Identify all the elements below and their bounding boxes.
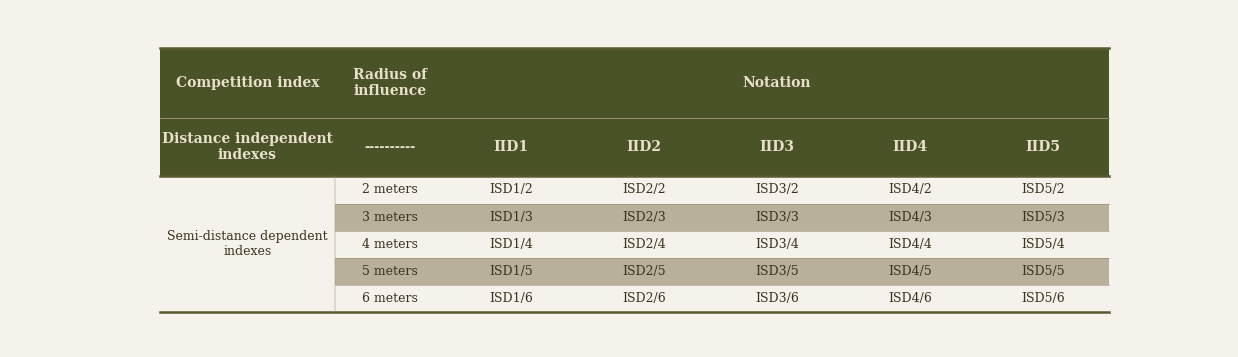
Text: 4 meters: 4 meters: [361, 238, 417, 251]
Text: ISD4/6: ISD4/6: [888, 292, 932, 305]
Bar: [160, 118, 1109, 176]
Text: IID4: IID4: [893, 140, 927, 154]
Text: ISD3/3: ISD3/3: [755, 211, 799, 223]
Text: ISD4/4: ISD4/4: [888, 238, 932, 251]
Text: IID1: IID1: [494, 140, 529, 154]
Text: ISD4/2: ISD4/2: [888, 183, 932, 196]
Text: ISD2/2: ISD2/2: [623, 183, 666, 196]
Text: ISD2/4: ISD2/4: [623, 238, 666, 251]
Bar: [335, 285, 1109, 312]
Text: 2 meters: 2 meters: [361, 183, 417, 196]
Text: ISD1/2: ISD1/2: [489, 183, 532, 196]
Text: Notation: Notation: [743, 76, 811, 90]
Text: IID2: IID2: [626, 140, 661, 154]
Text: 6 meters: 6 meters: [361, 292, 417, 305]
Text: ISD5/4: ISD5/4: [1021, 238, 1065, 251]
Text: ISD4/3: ISD4/3: [888, 211, 932, 223]
Text: ISD1/6: ISD1/6: [489, 292, 532, 305]
Text: IID3: IID3: [759, 140, 795, 154]
Text: ISD2/5: ISD2/5: [623, 265, 666, 278]
Text: IID5: IID5: [1025, 140, 1061, 154]
Text: ISD5/3: ISD5/3: [1021, 211, 1065, 223]
Text: ISD5/2: ISD5/2: [1021, 183, 1065, 196]
Text: ISD2/3: ISD2/3: [623, 211, 666, 223]
Text: ISD1/5: ISD1/5: [489, 265, 532, 278]
Text: 3 meters: 3 meters: [361, 211, 417, 223]
Bar: [335, 258, 1109, 285]
Text: ISD1/3: ISD1/3: [489, 211, 532, 223]
Text: ISD3/5: ISD3/5: [755, 265, 799, 278]
Text: ISD3/2: ISD3/2: [755, 183, 799, 196]
Text: ISD3/6: ISD3/6: [755, 292, 799, 305]
Text: ISD5/5: ISD5/5: [1021, 265, 1065, 278]
Text: ISD3/4: ISD3/4: [755, 238, 799, 251]
Bar: [160, 48, 1109, 118]
Bar: [160, 176, 335, 312]
Bar: [335, 231, 1109, 258]
Bar: [335, 203, 1109, 231]
Text: ISD5/6: ISD5/6: [1021, 292, 1065, 305]
Text: 5 meters: 5 meters: [361, 265, 417, 278]
Text: Semi-distance dependent
indexes: Semi-distance dependent indexes: [167, 230, 328, 258]
Bar: [335, 176, 1109, 203]
Text: ISD4/5: ISD4/5: [888, 265, 932, 278]
Text: ISD1/4: ISD1/4: [489, 238, 532, 251]
Text: ----------: ----------: [364, 141, 416, 154]
Text: Competition index: Competition index: [176, 76, 319, 90]
Text: Distance independent
indexes: Distance independent indexes: [162, 132, 333, 162]
Text: ISD2/6: ISD2/6: [623, 292, 666, 305]
Text: Radius of
influence: Radius of influence: [353, 68, 427, 99]
